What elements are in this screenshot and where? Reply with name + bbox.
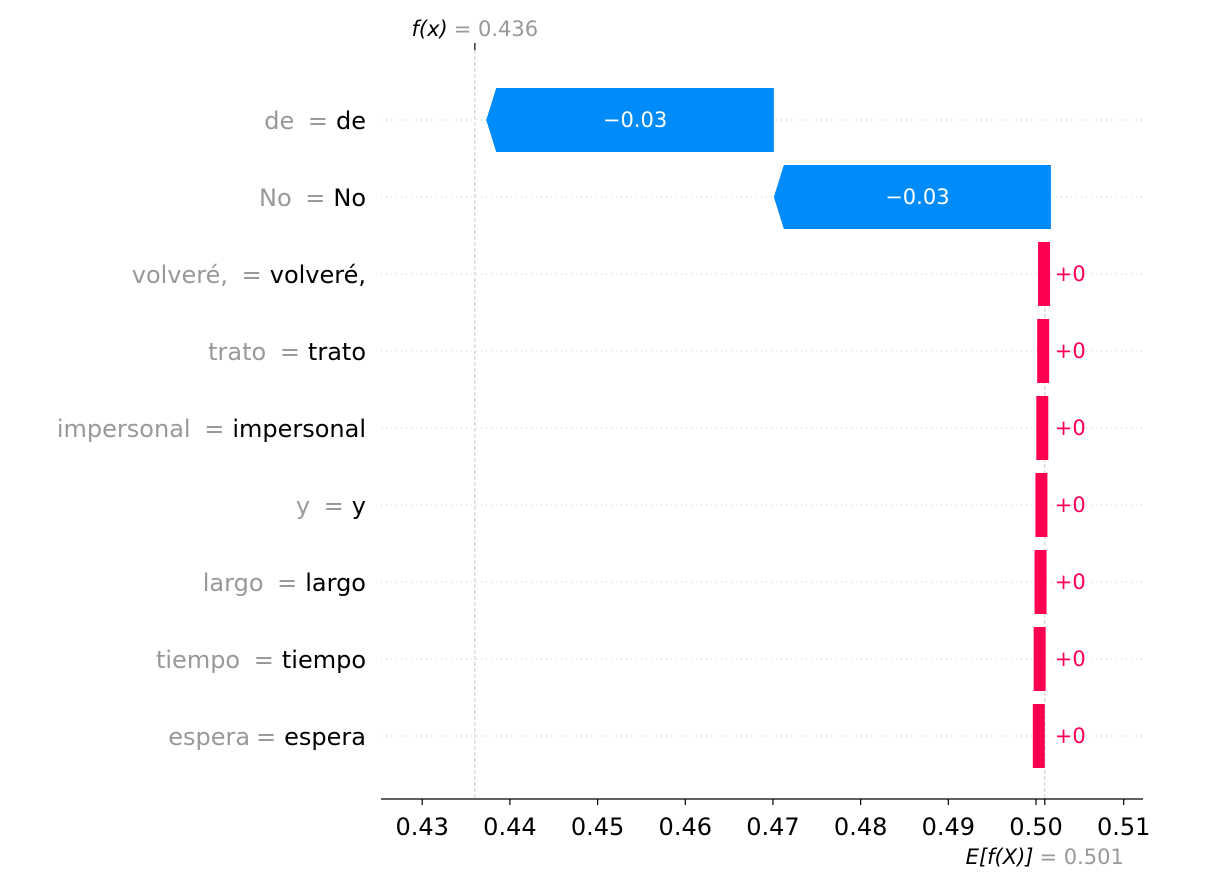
- bar-value-label: +0: [1055, 416, 1086, 440]
- x-tick-label: 0.51: [1097, 813, 1150, 841]
- feature-label: No = No: [259, 184, 366, 212]
- feature-value: espera: [284, 723, 366, 751]
- annotations: f(x) = 0.436 E[f(X)] = 0.501: [412, 17, 1124, 869]
- bar-value-label: +0: [1055, 493, 1086, 517]
- bar-4: [1036, 396, 1049, 460]
- bar-8: [1032, 704, 1045, 768]
- bar-value-label: +0: [1055, 724, 1086, 748]
- equals-sign: =: [277, 569, 297, 597]
- bar-value-label: −0.03: [603, 108, 667, 132]
- feature-name: volveré,: [132, 261, 236, 289]
- x-tick-label: 0.47: [746, 813, 799, 841]
- equals-sign: =: [204, 415, 224, 443]
- feature-label: largo = largo: [203, 569, 366, 597]
- feature-name: No: [259, 184, 299, 212]
- x-tick-label: 0.50: [1009, 813, 1062, 841]
- bars: +0 +0 +0 +0 +0 +0 +0 −0.03 −0.03: [486, 88, 1086, 768]
- x-tick-label: 0.44: [483, 813, 536, 841]
- feature-value: de: [336, 107, 366, 135]
- base-value-text: = 0.501: [1040, 845, 1124, 869]
- feature-label: tiempo = tiempo: [156, 646, 366, 674]
- x-tick-label: 0.48: [834, 813, 887, 841]
- bar-5: [1035, 473, 1048, 537]
- feature-name: tiempo: [156, 646, 248, 674]
- bar-3: [1037, 319, 1050, 383]
- base-value-annotation: E[f(X)] = 0.501: [966, 845, 1124, 869]
- equals-sign: =: [280, 338, 300, 366]
- bar-7: [1033, 627, 1046, 691]
- base-value-symbol: E[f(X)]: [966, 845, 1034, 869]
- feature-value: volveré,: [270, 261, 366, 289]
- feature-value: trato: [308, 338, 366, 366]
- x-tick-label: 0.43: [395, 813, 448, 841]
- x-tick-label: 0.49: [922, 813, 975, 841]
- feature-label: de = de: [264, 107, 366, 135]
- feature-label: y = y: [296, 492, 366, 520]
- equals-sign: =: [324, 492, 344, 520]
- bar-value-label: +0: [1055, 262, 1086, 286]
- bar-value-label: +0: [1055, 570, 1086, 594]
- bar-1: [773, 165, 1051, 229]
- feature-label: impersonal = impersonal: [57, 415, 366, 443]
- feature-value: No: [333, 184, 366, 212]
- bar-value-label: +0: [1055, 339, 1086, 363]
- equals-sign: =: [256, 723, 276, 751]
- feature-name: largo: [203, 569, 271, 597]
- feature-value: largo: [305, 569, 366, 597]
- feature-name: de: [264, 107, 302, 135]
- feature-value: tiempo: [282, 646, 366, 674]
- bar-value-label: −0.03: [885, 185, 949, 209]
- bar-value-label: +0: [1055, 647, 1086, 671]
- feature-value: impersonal: [232, 415, 366, 443]
- output-value-text: = 0.436: [454, 17, 538, 41]
- feature-name: y: [296, 492, 318, 520]
- bar-2: [1038, 242, 1051, 306]
- equals-sign: =: [254, 646, 274, 674]
- feature-label: espera = espera: [168, 723, 366, 751]
- output-value-symbol: f(x): [412, 17, 448, 41]
- x-tick-label: 0.45: [571, 813, 624, 841]
- guide-lines: [474, 50, 1046, 799]
- feature-name: trato: [208, 338, 274, 366]
- equals-sign: =: [308, 107, 328, 135]
- bar-6: [1034, 550, 1047, 614]
- equals-sign: =: [242, 261, 262, 289]
- equals-sign: =: [305, 184, 325, 212]
- feature-label: volveré, = volveré,: [132, 261, 366, 289]
- feature-name: espera: [168, 723, 250, 751]
- output-value-annotation: f(x) = 0.436: [412, 17, 539, 41]
- feature-name: impersonal: [57, 415, 198, 443]
- bar-0: [486, 88, 774, 152]
- x-axis: 0.43 0.44 0.45 0.46 0.47 0.48 0.49 0.50 0.51: [381, 798, 1150, 841]
- feature-label: trato = trato: [208, 338, 366, 366]
- feature-value: y: [352, 492, 366, 520]
- x-tick-label: 0.46: [659, 813, 712, 841]
